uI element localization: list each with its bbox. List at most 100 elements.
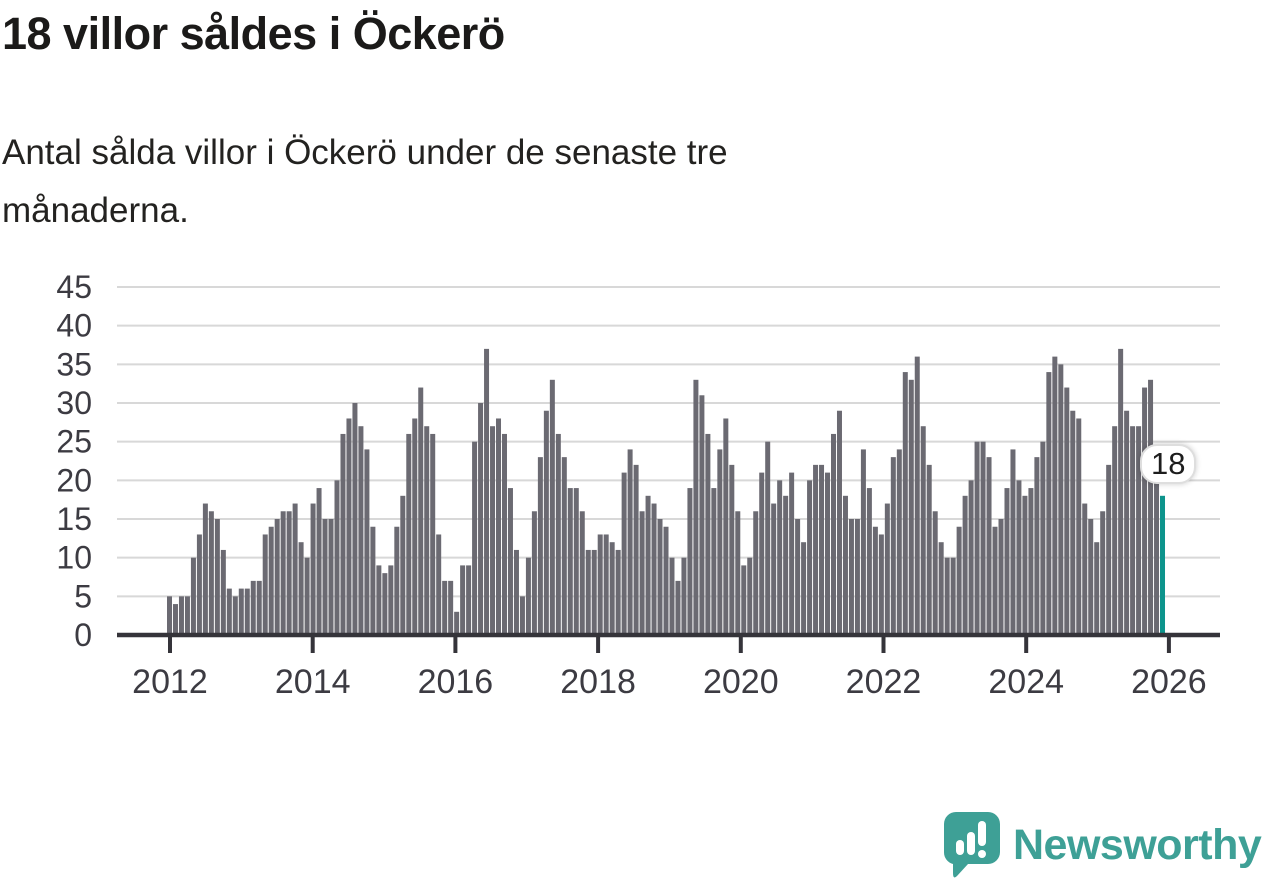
bar [663, 526, 669, 635]
bar [836, 410, 842, 635]
bar [693, 379, 699, 635]
bar [795, 519, 801, 635]
bar [208, 511, 214, 635]
bar [406, 433, 412, 635]
bar [262, 534, 268, 635]
bar [860, 449, 866, 635]
bar [454, 611, 460, 635]
bar [633, 464, 639, 635]
bar [1154, 480, 1160, 635]
bar [956, 526, 962, 635]
bar [442, 580, 448, 635]
bar [537, 457, 543, 635]
bar [1124, 410, 1130, 635]
bar [669, 557, 675, 635]
bar [1094, 542, 1100, 635]
bar [256, 580, 262, 635]
y-axis-label: 10 [56, 540, 92, 576]
bar [190, 557, 196, 635]
bar [1034, 457, 1040, 635]
bar [232, 596, 238, 635]
bar [1076, 418, 1082, 635]
bar [1040, 441, 1046, 635]
bar [334, 480, 340, 635]
chart-subtitle: Antal sålda villor i Öckerö under de sen… [2, 124, 1032, 240]
bar [896, 449, 902, 635]
bar [1028, 488, 1034, 635]
bar [400, 495, 406, 635]
bar [579, 511, 585, 635]
bar [370, 526, 376, 635]
bar [986, 457, 992, 635]
bar [1016, 480, 1022, 635]
bar [268, 526, 274, 635]
bar [202, 503, 208, 635]
bar [226, 588, 232, 635]
bar [705, 433, 711, 635]
bar [214, 519, 220, 635]
bar [430, 433, 436, 635]
bar [765, 441, 771, 635]
bar [848, 519, 854, 635]
bar [914, 356, 920, 635]
bar [220, 549, 226, 635]
bar [1022, 495, 1028, 635]
bar [831, 433, 836, 635]
bar [711, 488, 717, 635]
bar [322, 519, 328, 635]
bar [304, 557, 310, 635]
bar [741, 565, 747, 635]
bar [382, 573, 388, 635]
bar [717, 449, 723, 635]
bar [328, 519, 334, 635]
bar [525, 557, 531, 635]
bar [244, 588, 250, 635]
bar [974, 441, 980, 635]
bar [549, 379, 555, 635]
bar [1088, 519, 1094, 635]
bar [364, 449, 370, 635]
bar [627, 449, 633, 635]
bar [340, 433, 346, 635]
bar [771, 503, 777, 635]
bar [783, 495, 789, 635]
bar [478, 403, 484, 635]
bar [274, 519, 280, 635]
bar [872, 526, 878, 635]
bar [466, 565, 472, 635]
bar [944, 557, 950, 635]
bar [1130, 426, 1136, 635]
bar [1112, 426, 1118, 635]
bar [950, 557, 956, 635]
bar [591, 549, 597, 635]
bar [938, 542, 944, 635]
x-axis-label: 2018 [560, 663, 636, 701]
x-axis-label: 2024 [988, 663, 1064, 701]
bar [352, 403, 358, 635]
y-axis-label: 15 [56, 501, 92, 537]
x-axis-label: 2012 [132, 663, 208, 701]
y-axis-label: 5 [74, 578, 92, 614]
bar [813, 464, 819, 635]
bar [250, 580, 256, 635]
bar [292, 503, 298, 635]
bar [699, 395, 705, 635]
bar-latest [1160, 495, 1166, 635]
bar [1052, 356, 1058, 635]
bar [472, 441, 478, 635]
bar [555, 433, 561, 635]
bar [507, 488, 513, 635]
bar [801, 542, 807, 635]
bar [172, 604, 178, 635]
bar [167, 596, 172, 635]
y-axis-label: 25 [56, 424, 92, 460]
bar [819, 464, 825, 635]
bar [436, 534, 442, 635]
bar [567, 488, 573, 635]
bar [531, 511, 537, 635]
bar [490, 426, 496, 635]
bar [280, 511, 286, 635]
bar [346, 418, 352, 635]
bar [1106, 464, 1112, 635]
